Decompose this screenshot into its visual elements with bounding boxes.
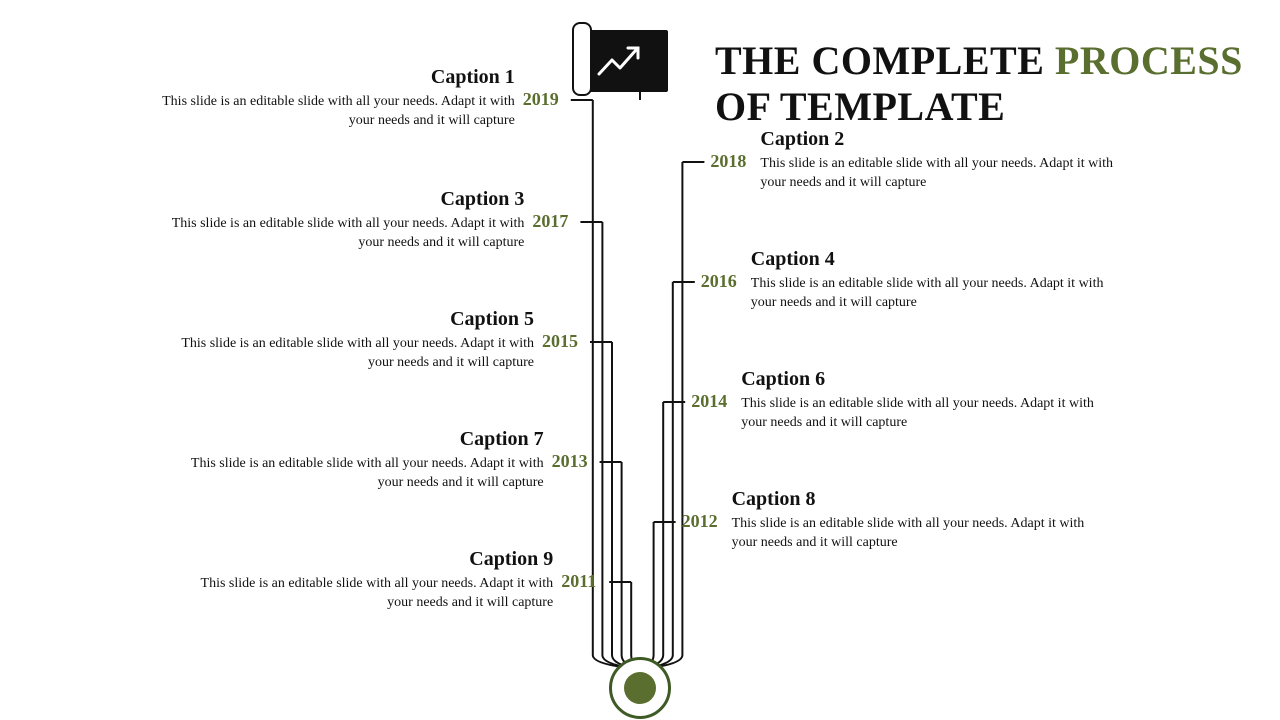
year-label: 2011 <box>561 571 596 592</box>
caption-block: Caption 1 This slide is an editable slide… <box>143 66 515 131</box>
caption-desc: This slide is an editable slide with all… <box>162 335 534 373</box>
caption-block: Caption 7 This slide is an editable slide… <box>172 428 544 493</box>
caption-desc: This slide is an editable slide with all… <box>152 215 524 253</box>
caption-heading: Caption 4 <box>751 248 1123 271</box>
year-label: 2013 <box>552 451 588 472</box>
year-label: 2014 <box>691 391 727 412</box>
timeline-end-node <box>609 657 671 719</box>
caption-desc: This slide is an editable slide with all… <box>172 455 544 493</box>
year-label: 2017 <box>532 211 568 232</box>
chart-board-icon <box>582 30 668 92</box>
caption-block: Caption 3 This slide is an editable slide… <box>152 188 524 253</box>
caption-heading: Caption 1 <box>143 66 515 89</box>
year-label: 2018 <box>710 151 746 172</box>
caption-heading: Caption 6 <box>741 368 1113 391</box>
slide-stage: THE COMPLETE PROCESS OF TEMPLATE 2019Cap… <box>0 0 1280 720</box>
caption-desc: This slide is an editable slide with all… <box>181 575 553 613</box>
caption-heading: Caption 7 <box>172 428 544 451</box>
caption-block: Caption 8 This slide is an editable slide… <box>732 488 1104 553</box>
caption-block: Caption 9 This slide is an editable slide… <box>181 548 553 613</box>
caption-desc: This slide is an editable slide with all… <box>741 395 1113 433</box>
caption-heading: Caption 9 <box>181 548 553 571</box>
caption-block: Caption 5 This slide is an editable slide… <box>162 308 534 373</box>
caption-heading: Caption 5 <box>162 308 534 331</box>
caption-heading: Caption 3 <box>152 188 524 211</box>
caption-block: Caption 4 This slide is an editable slide… <box>751 248 1123 313</box>
caption-desc: This slide is an editable slide with all… <box>760 155 1132 193</box>
year-label: 2015 <box>542 331 578 352</box>
caption-block: Caption 6 This slide is an editable slide… <box>741 368 1113 433</box>
year-label: 2012 <box>682 511 718 532</box>
caption-heading: Caption 8 <box>732 488 1104 511</box>
caption-desc: This slide is an editable slide with all… <box>143 93 515 131</box>
caption-heading: Caption 2 <box>760 128 1132 151</box>
caption-desc: This slide is an editable slide with all… <box>751 275 1123 313</box>
caption-desc: This slide is an editable slide with all… <box>732 515 1104 553</box>
year-label: 2016 <box>701 271 737 292</box>
caption-block: Caption 2 This slide is an editable slide… <box>760 128 1132 193</box>
year-label: 2019 <box>523 89 559 110</box>
